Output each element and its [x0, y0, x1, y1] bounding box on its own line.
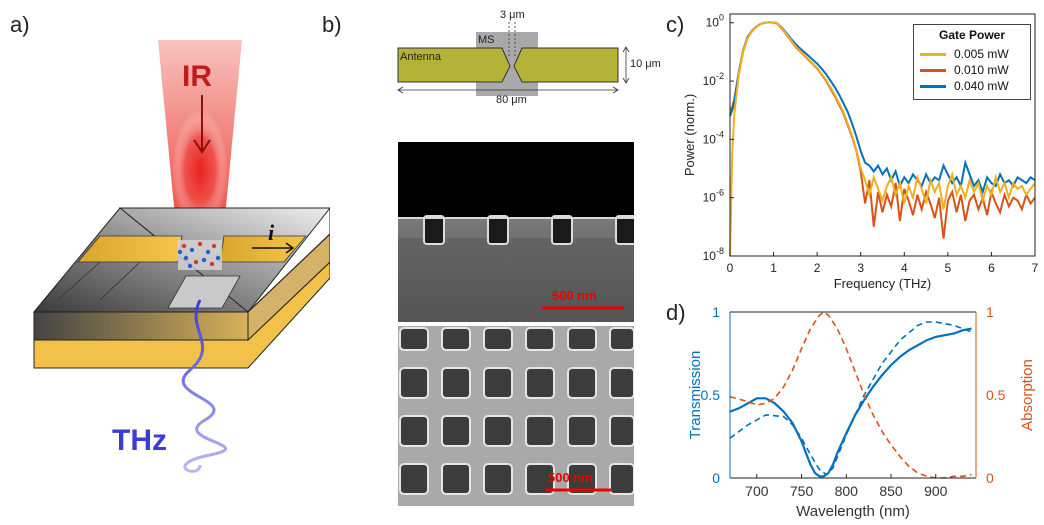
y-tick-label: 10-4 [703, 129, 724, 146]
height-label: 10 μm [630, 58, 661, 70]
series-line-3 [729, 311, 972, 479]
y-tick-label: 100 [706, 13, 724, 30]
y-tick-label: 10-2 [703, 71, 724, 88]
gap-label: 3 μm [500, 9, 525, 21]
thz-wave [181, 299, 227, 473]
current-arrow-head [285, 242, 295, 254]
legend-item-2: 0.010 mW [920, 63, 1009, 77]
panel-c-label: c) [666, 12, 685, 37]
y-tick-label: 10-8 [703, 246, 724, 263]
y-axis-label: Power (norm.) [682, 94, 697, 176]
x-tick-label: 800 [835, 483, 859, 499]
sem-cross-section [398, 142, 634, 322]
series-line-2 [729, 321, 972, 476]
legend-label-2: 0.010 mW [954, 63, 1009, 77]
panel-a-label: a) [10, 12, 30, 37]
legend-title: Gate Power [938, 28, 1006, 42]
y-tick-label: 10-6 [703, 188, 724, 205]
series-line-1 [729, 21, 1036, 257]
scale-bar-bottom-label: 500 nm [548, 470, 593, 485]
x-tick-label: 700 [745, 483, 769, 499]
right-y-axis-label: Absorption [1019, 359, 1036, 431]
electrode-strip-1 [57, 261, 101, 301]
ir-glow [172, 110, 228, 230]
electrode-strip-2 [99, 261, 141, 301]
x-tick-label: 0 [727, 261, 734, 275]
x-tick-label: 5 [945, 261, 952, 275]
x-tick-label: 6 [988, 261, 995, 275]
ir-arrow-head [193, 139, 211, 154]
x-tick-label: 1 [770, 261, 777, 275]
legend-item-1: 0.005 mW [920, 47, 1009, 61]
right-y-tick-label: 0.5 [986, 387, 1006, 403]
x-axis-label: Wavelength (nm) [796, 503, 910, 520]
legend-label-1: 0.005 mW [954, 47, 1009, 61]
left-y-tick-label: 0 [712, 470, 720, 486]
chart-d-transmission-absorption: 700 750 800 850 900 0 0.5 1 0 0.5 1 Wavelength (nm)… [687, 304, 1036, 520]
x-tick-label: 750 [790, 483, 814, 499]
length-label: 80 μm [496, 94, 527, 106]
x-axis-label: Frequency (THz) [834, 276, 932, 291]
x-tick-label: 850 [879, 483, 903, 499]
antenna-right-electrode [219, 235, 307, 263]
panel-a-illustration [32, 40, 330, 473]
left-y-tick-label: 0.5 [701, 387, 721, 403]
left-y-axis-label: Transmission [687, 351, 704, 440]
right-y-tick-label: 0 [986, 470, 994, 486]
sem-top-view [398, 326, 634, 506]
antenna-bar [397, 47, 511, 83]
plot-frame [729, 13, 1036, 257]
scale-bar-top-label: 500 nm [552, 288, 597, 303]
chart-c-power-spectrum: 0 1 2 3 4 5 6 7 100 10-2 10-4 10-6 10-8 Frequency (TH… [682, 13, 1039, 291]
panel-d-label: d) [666, 300, 686, 325]
legend-label-3: 0.040 mW [954, 79, 1009, 93]
device-front-face [33, 311, 249, 341]
panel-b-label: b) [322, 12, 342, 37]
panel-b-schematic [397, 22, 630, 96]
thz-label: THz [112, 424, 167, 457]
x-tick-label: 7 [1032, 261, 1039, 275]
x-tick-label: 3 [857, 261, 864, 275]
antenna-label: Antenna [400, 51, 441, 63]
right-y-tick-label: 1 [986, 304, 994, 320]
ms-label: MS [478, 34, 495, 46]
x-tick-label: 4 [901, 261, 908, 275]
metasurface-patch [167, 275, 241, 309]
photocarriers [177, 241, 221, 269]
x-tick-label: 900 [924, 483, 948, 499]
current-label: i [268, 220, 275, 245]
chart-c-legend: Gate Power 0.005 mW 0.010 mW 0.040 mW [913, 24, 1031, 100]
left-y-tick-label: 1 [712, 304, 720, 320]
antenna-left-electrode [77, 235, 183, 263]
ir-label: IR [182, 60, 212, 93]
series-line-1 [729, 327, 972, 478]
antenna-bar-right [513, 47, 619, 83]
x-tick-label: 2 [814, 261, 821, 275]
legend-item-3: 0.040 mW [920, 79, 1009, 93]
